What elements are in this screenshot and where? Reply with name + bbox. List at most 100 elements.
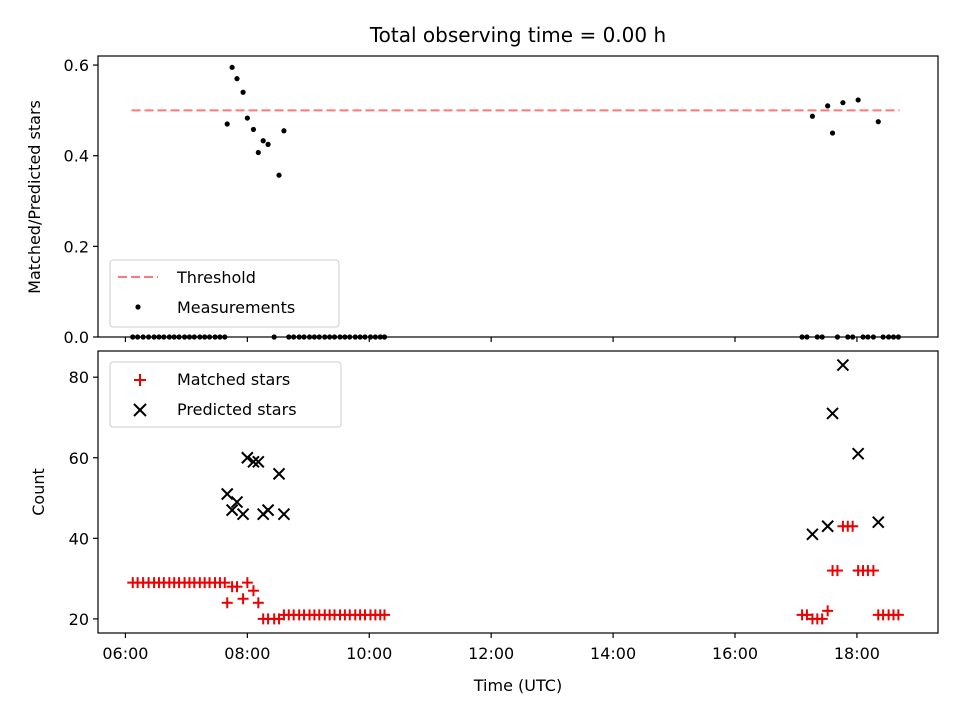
measurement-point — [809, 113, 816, 119]
predicted-star-stroke — [236, 507, 250, 521]
predicted-star-stroke — [872, 516, 885, 529]
matched-star-point — [816, 613, 828, 625]
legend-matched-swatch — [134, 374, 146, 386]
predicted-star-point — [252, 455, 265, 468]
predicted-star-stroke — [826, 407, 839, 420]
matched-star-point — [847, 520, 859, 532]
predicted-star-stroke — [851, 447, 865, 460]
x-tick-label: 06:00 — [102, 644, 148, 663]
x-axis-label: Time (UTC) — [473, 676, 562, 695]
predicted-star-point — [221, 487, 234, 501]
predicted-star-point — [230, 495, 244, 509]
predicted-star-point — [247, 455, 260, 468]
predicted-star-stroke — [261, 503, 275, 517]
bottom-y-tick-label: 20 — [69, 610, 89, 629]
predicted-star-point — [236, 507, 250, 521]
predicted-star-stroke — [821, 520, 834, 533]
measurement-point — [224, 121, 230, 127]
predicted-star-point — [241, 451, 254, 464]
legend-matched-label: Matched stars — [177, 370, 290, 389]
measurement-point — [276, 172, 282, 178]
top-legend: Threshold Measurements — [109, 259, 340, 328]
predicted-star-point — [872, 516, 885, 529]
matched-star-point — [252, 597, 264, 609]
measurement-point — [875, 119, 881, 125]
legend-predicted-label: Predicted stars — [177, 400, 297, 419]
matched-star-point — [241, 577, 253, 589]
bottom-y-tick-label: 40 — [69, 529, 89, 548]
bottom-x-ticks: 06:00 08:00 10:00 12:00 14:00 16:00 18:00 — [102, 633, 880, 663]
predicted-star-point — [277, 507, 291, 521]
matched-star-point — [231, 581, 243, 593]
predicted-star-point — [836, 358, 850, 372]
predicted-star-stroke — [221, 487, 234, 501]
top-y-tick-label: 0.0 — [64, 328, 89, 347]
predicted-star-point — [806, 528, 819, 541]
matched-star-point — [822, 605, 834, 617]
legend-threshold-label: Threshold — [176, 268, 256, 287]
bottom-panel: 20 40 60 80 06:00 08:00 10:00 12:00 14:00 16:00 1… — [29, 350, 939, 695]
predicted-star-point — [225, 503, 239, 517]
legend-measurements-swatch — [135, 304, 141, 310]
top-y-tick-label: 0.2 — [64, 237, 89, 256]
matched-star-point — [221, 597, 233, 609]
predicted-star-stroke — [277, 507, 291, 521]
x-tick-label: 10:00 — [346, 644, 392, 663]
top-y-ticks: 0.0 0.2 0.4 0.6 — [64, 56, 98, 347]
x-tick-label: 08:00 — [224, 644, 270, 663]
x-tick-label: 12:00 — [468, 644, 514, 663]
top-legend-box — [109, 259, 340, 328]
predicted-star-stroke — [225, 503, 239, 517]
predicted-star-point — [826, 407, 839, 420]
top-y-axis-label: Matched/Predicted stars — [25, 100, 44, 294]
predicted-star-point — [272, 467, 286, 481]
bottom-y-tick-label: 80 — [69, 368, 89, 387]
measurement-point — [829, 130, 836, 136]
x-tick-label: 18:00 — [834, 644, 880, 663]
predicted-star-point — [851, 447, 865, 460]
measurement-point — [255, 149, 261, 156]
predicted-star-stroke — [252, 455, 265, 468]
measurement-point — [281, 128, 287, 134]
predicted-star-stroke — [272, 467, 286, 481]
chart-title: Total observing time = 0.00 h — [369, 23, 666, 47]
top-plot-frame — [97, 55, 939, 338]
bottom-y-ticks: 20 40 60 80 — [69, 368, 98, 629]
matched-star-point — [219, 577, 231, 589]
predicted-star-point — [261, 503, 275, 517]
measurement-point — [240, 89, 246, 95]
bottom-legend-box — [109, 361, 342, 428]
measurement-point — [234, 76, 240, 82]
predicted-star-stroke — [806, 528, 819, 541]
top-panel: 0.0 0.2 0.4 0.6 Matched/Predicted stars Thr… — [25, 55, 939, 347]
bottom-plot-frame — [97, 350, 939, 634]
matched-star-point — [831, 565, 843, 577]
legend-measurements-label: Measurements — [177, 298, 295, 317]
predicted-star-point — [821, 520, 834, 533]
measurement-point — [840, 100, 846, 106]
bottom-legend: Matched stars Predicted stars — [109, 361, 342, 428]
top-y-tick-label: 0.6 — [64, 56, 89, 75]
matched-star-point — [892, 609, 904, 621]
matched-star-point — [247, 585, 259, 597]
count-points — [127, 358, 904, 625]
bottom-y-tick-label: 60 — [69, 449, 89, 468]
measurement-point — [229, 64, 235, 70]
top-y-tick-label: 0.4 — [64, 147, 89, 166]
predicted-star-stroke — [241, 451, 254, 464]
x-tick-label: 14:00 — [590, 644, 636, 663]
measurement-point — [855, 97, 861, 103]
x-tick-label: 16:00 — [712, 644, 758, 663]
measurement-point — [244, 115, 250, 121]
measurement-point — [265, 141, 271, 147]
measurement-point — [250, 126, 257, 133]
legend-predicted-swatch — [133, 403, 147, 417]
predicted-star-stroke — [247, 455, 260, 468]
measurement-point — [825, 103, 831, 109]
predicted-star-stroke — [836, 358, 850, 372]
bottom-y-axis-label: Count — [29, 468, 48, 516]
matched-star-point — [237, 593, 249, 605]
matched-star-point — [379, 609, 391, 621]
